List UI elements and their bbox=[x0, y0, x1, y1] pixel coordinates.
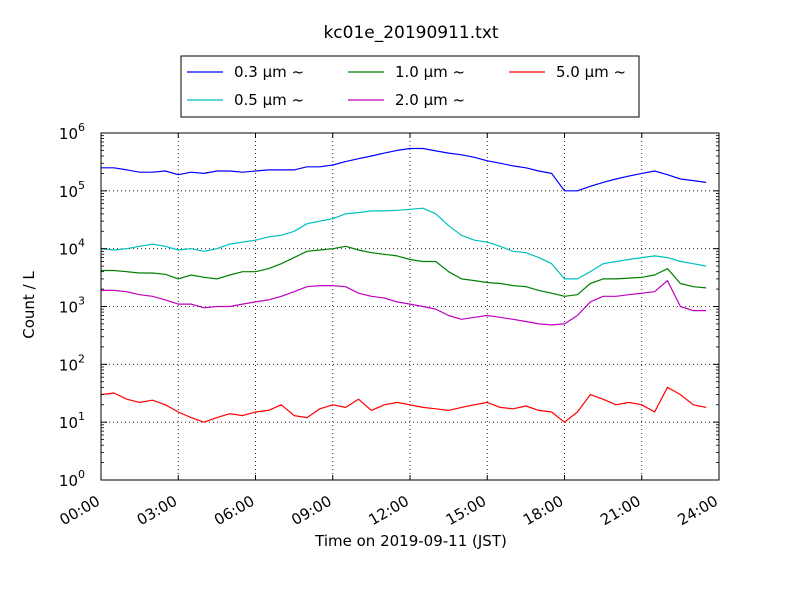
y-tick-label: 102 bbox=[59, 352, 85, 374]
x-axis-label: Time on 2019-09-11 (JST) bbox=[314, 532, 507, 550]
chart-title: kc01e_20190911.txt bbox=[323, 23, 498, 43]
y-tick-label: 103 bbox=[59, 295, 85, 317]
series-line-4 bbox=[101, 280, 707, 326]
y-tick-label: 105 bbox=[59, 179, 85, 201]
series-line-1 bbox=[101, 147, 707, 192]
y-tick-label: 106 bbox=[59, 121, 85, 143]
plot-area bbox=[100, 147, 707, 423]
y-axis: 100 101 102 103 104 105 106 bbox=[59, 121, 719, 490]
legend-label-2: 0.5 μm ~ bbox=[234, 91, 304, 109]
legend-label-1: 0.3 μm ~ bbox=[234, 63, 304, 81]
series-line-5 bbox=[100, 386, 707, 423]
grid bbox=[101, 133, 719, 480]
legend-label-5: 5.0 μm ~ bbox=[556, 63, 626, 81]
legend: 0.3 μm ~ 0.5 μm ~ 1.0 μm ~ 2.0 μm ~ 5.0 μm ~ bbox=[180, 55, 640, 118]
y-axis-label: Count / L bbox=[20, 271, 38, 339]
legend-label-4: 2.0 μm ~ bbox=[395, 91, 465, 109]
legend-box bbox=[180, 55, 640, 118]
y-tick-label: 101 bbox=[59, 410, 85, 432]
y-tick-label: 100 bbox=[59, 468, 85, 490]
legend-label-3: 1.0 μm ~ bbox=[395, 63, 465, 81]
series-line-2 bbox=[100, 207, 707, 280]
series-line-3 bbox=[101, 245, 707, 297]
y-tick-label: 104 bbox=[59, 237, 85, 259]
